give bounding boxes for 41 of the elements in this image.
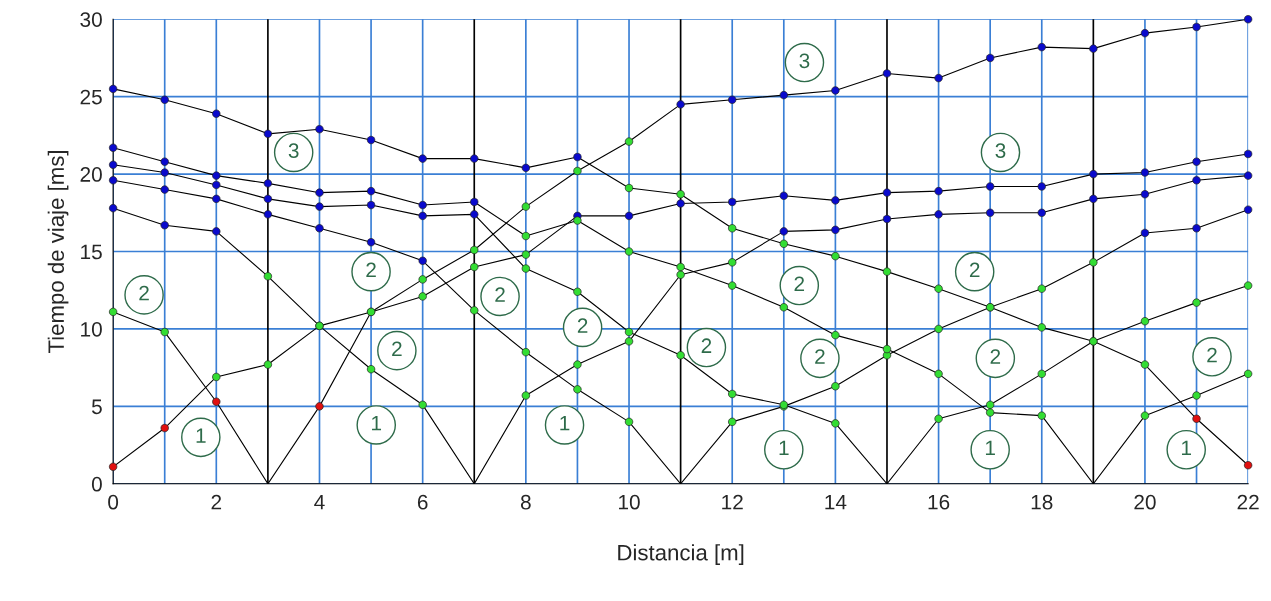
y-tick-label: 0 — [91, 476, 102, 492]
x-tick-label: 16 — [928, 494, 950, 510]
y-tick-label: 15 — [81, 244, 102, 260]
x-tick-label: 8 — [520, 494, 531, 510]
annotation: 2 — [701, 338, 712, 353]
x-tick-label: 18 — [1031, 494, 1053, 510]
x-axis-title: Distancia [m] — [618, 544, 744, 565]
x-tick-label: 20 — [1134, 494, 1156, 510]
x-tick-label: 2 — [211, 494, 222, 510]
annotation: 2 — [794, 276, 805, 291]
y-tick-label: 5 — [91, 399, 102, 415]
y-tick-label: 30 — [80, 12, 102, 27]
annotation: 1 — [1182, 440, 1191, 456]
y-tick-label: 20 — [80, 167, 102, 182]
x-tick-label: 10 — [619, 494, 640, 510]
annotation: 3 — [995, 143, 1006, 158]
x-tick-label: 22 — [1237, 494, 1259, 510]
annotation: 2 — [577, 318, 588, 333]
x-tick-label: 6 — [417, 494, 428, 510]
x-tick-label: 12 — [722, 494, 743, 510]
annotation: 2 — [969, 262, 980, 278]
annotation: 2 — [990, 349, 1001, 364]
x-tick-label: 4 — [314, 494, 325, 510]
annotation: 2 — [495, 287, 505, 302]
annotation: 2 — [815, 349, 825, 364]
annotation: 2 — [139, 285, 149, 301]
annotation: 3 — [288, 143, 299, 158]
annotation: 2 — [392, 341, 402, 357]
annotation: 1 — [560, 416, 570, 431]
annotation: 2 — [366, 262, 376, 278]
y-tick-label: 25 — [80, 89, 102, 105]
y-axis-title: Tiempo de viaje [ms] — [47, 151, 69, 354]
annotation: 1 — [196, 428, 206, 443]
x-tick-label: 0 — [108, 494, 119, 510]
annotation: 1 — [372, 416, 382, 431]
x-tick-label: 14 — [825, 494, 847, 510]
annotation: 1 — [779, 440, 789, 456]
y-tick-label: 10 — [81, 321, 102, 337]
annotation: 2 — [1207, 347, 1217, 363]
annotation: 3 — [799, 53, 810, 69]
annotation: 1 — [985, 440, 995, 456]
